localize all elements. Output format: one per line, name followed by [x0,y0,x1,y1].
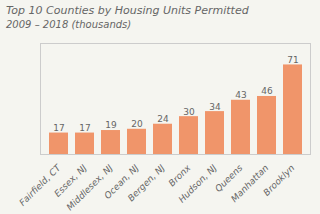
svg-text:Middlesex, NJ: Middlesex, NJ [65,162,115,212]
svg-text:Brooklyn: Brooklyn [261,163,296,198]
html-text:2009 – 2018 (thousands): 2009 – 2018 (thousands) [6,19,132,30]
svg-text:30: 30 [183,107,195,117]
svg-text:Fairfield, CT: Fairfield, CT [17,162,63,208]
svg-text:Hudson, NJ: Hudson, NJ [177,162,219,204]
svg-text:46: 46 [261,86,273,96]
svg-text:Queens: Queens [213,162,245,194]
svg-text:71: 71 [287,55,298,65]
svg-text:Essex, NJ: Essex, NJ [52,162,89,199]
svg-text:43: 43 [235,90,246,100]
html-text:Top 10 Counties by Housing Uni: Top 10 Counties by Housing Units Permitt… [6,4,249,17]
svg-text:19: 19 [105,120,117,130]
svg-text:17: 17 [53,123,64,133]
svg-text:Manhattan: Manhattan [229,163,271,205]
svg-text:17: 17 [79,123,90,133]
svg-text:Bronx: Bronx [166,162,193,189]
svg-text:34: 34 [209,101,221,111]
svg-text:Bergen, NJ: Bergen, NJ [126,162,167,203]
svg-text:24: 24 [157,114,169,124]
svg-text:20: 20 [131,119,143,129]
svg-text:Ocean, NJ: Ocean, NJ [102,162,141,201]
